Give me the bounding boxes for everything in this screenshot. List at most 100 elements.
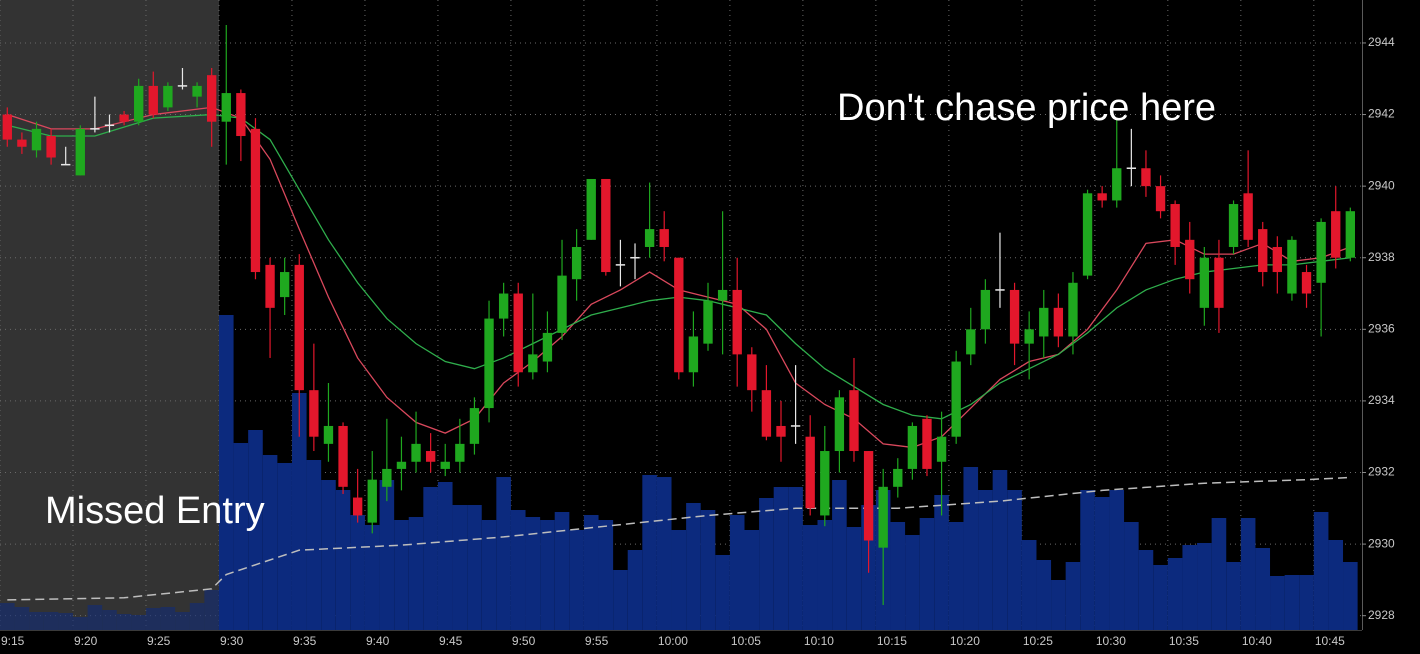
volume-bar [729, 515, 745, 630]
candle-body [134, 85, 144, 122]
candle-body [163, 85, 173, 108]
volume-bar [218, 315, 234, 630]
candle-body [250, 128, 261, 273]
volume-bar [189, 603, 205, 630]
candle-body [820, 451, 830, 516]
candle-body [177, 85, 188, 87]
y-tick-label: 2934 [1368, 393, 1395, 407]
candle-body [1009, 289, 1020, 344]
volume-bar [131, 615, 146, 630]
volume-bar [686, 503, 701, 630]
volume-bar [817, 520, 833, 630]
volume-bar [963, 467, 979, 630]
candle-body [747, 354, 757, 391]
volume-bar [423, 487, 438, 630]
volume-bar [1124, 522, 1139, 630]
shade-layer [0, 0, 219, 630]
candle-body [1082, 193, 1093, 276]
candle-body [601, 178, 611, 273]
candle-body [1024, 329, 1034, 344]
candle-body [61, 163, 71, 166]
volume-bar [934, 495, 949, 630]
x-tick-label: 9:30 [220, 634, 244, 648]
volume-bar [613, 570, 628, 630]
candle-body [294, 264, 304, 391]
candle-body [1272, 246, 1283, 273]
volume-bar [1270, 576, 1285, 630]
volume-bar [335, 490, 351, 630]
candle-body [265, 264, 275, 308]
candle-body [1228, 204, 1239, 247]
candle-body [192, 85, 202, 97]
candle-body [455, 443, 465, 462]
candle-body [1155, 186, 1166, 212]
candle-body [425, 451, 436, 462]
volume-bar [642, 475, 657, 630]
y-tick-label: 2944 [1368, 35, 1395, 49]
volume-bar [890, 522, 906, 630]
volume-bar [846, 527, 862, 630]
candle-body [761, 390, 772, 437]
volume-bar [671, 530, 687, 630]
candle-body [717, 289, 728, 301]
candle-body [498, 293, 509, 319]
candle-body [236, 93, 246, 137]
candle-body [1141, 168, 1151, 187]
candle-body [1185, 239, 1195, 280]
volume-bar [583, 515, 599, 630]
candle-body [469, 408, 480, 444]
x-tick-label: 9:15 [1, 634, 25, 648]
y-tick-label: 2936 [1368, 321, 1395, 335]
volume-bar [627, 550, 643, 630]
annotation: Missed Entry [45, 490, 265, 532]
volume-bar [14, 607, 30, 630]
candle-body [46, 136, 56, 158]
candle-body [586, 178, 596, 240]
x-tick-label: 10:45 [1315, 634, 1345, 648]
x-tick-label: 9:55 [585, 634, 609, 648]
volume-bar [802, 525, 818, 630]
volume-bar [1211, 518, 1227, 630]
volume-bar [1051, 580, 1066, 630]
candle-body [1126, 167, 1137, 169]
volume-bar [364, 525, 380, 630]
candle-body [922, 418, 932, 469]
volume-bar [1197, 543, 1212, 630]
x-tick-label: 9:50 [512, 634, 536, 648]
candle-body [1039, 307, 1049, 337]
volume-bar [744, 530, 760, 630]
candle-body [1053, 307, 1064, 337]
candle-body [951, 361, 961, 437]
volume-bar [715, 555, 730, 630]
volume-bar [175, 612, 190, 630]
volume-bar [87, 605, 103, 630]
x-tick-label: 10:40 [1242, 634, 1272, 648]
volume-bar [1328, 540, 1344, 630]
candle-body [776, 425, 786, 437]
candle-body [936, 436, 947, 462]
candle-body [352, 497, 363, 516]
candle-body [630, 256, 640, 259]
candle-body [1331, 211, 1341, 258]
candle-body [513, 293, 523, 373]
candle-body [221, 93, 231, 122]
candle-body [644, 229, 655, 247]
volume-bar [598, 520, 614, 630]
volume-bar [1167, 558, 1183, 630]
volume-bar [978, 490, 993, 630]
candle-body [1112, 168, 1122, 201]
volume-bar [569, 530, 584, 630]
candle-body [674, 257, 684, 373]
volume-bar [540, 520, 555, 630]
candle-body [279, 272, 290, 298]
candle-body [1345, 211, 1355, 258]
volume-bar [408, 517, 424, 630]
annotation: Don't chase price here [837, 87, 1216, 129]
candle-body [571, 246, 582, 280]
candle-layer [2, 25, 1355, 605]
candle-body [2, 114, 12, 140]
candle-body [528, 354, 538, 373]
volume-bar [452, 505, 468, 630]
volume-bar [467, 505, 482, 630]
